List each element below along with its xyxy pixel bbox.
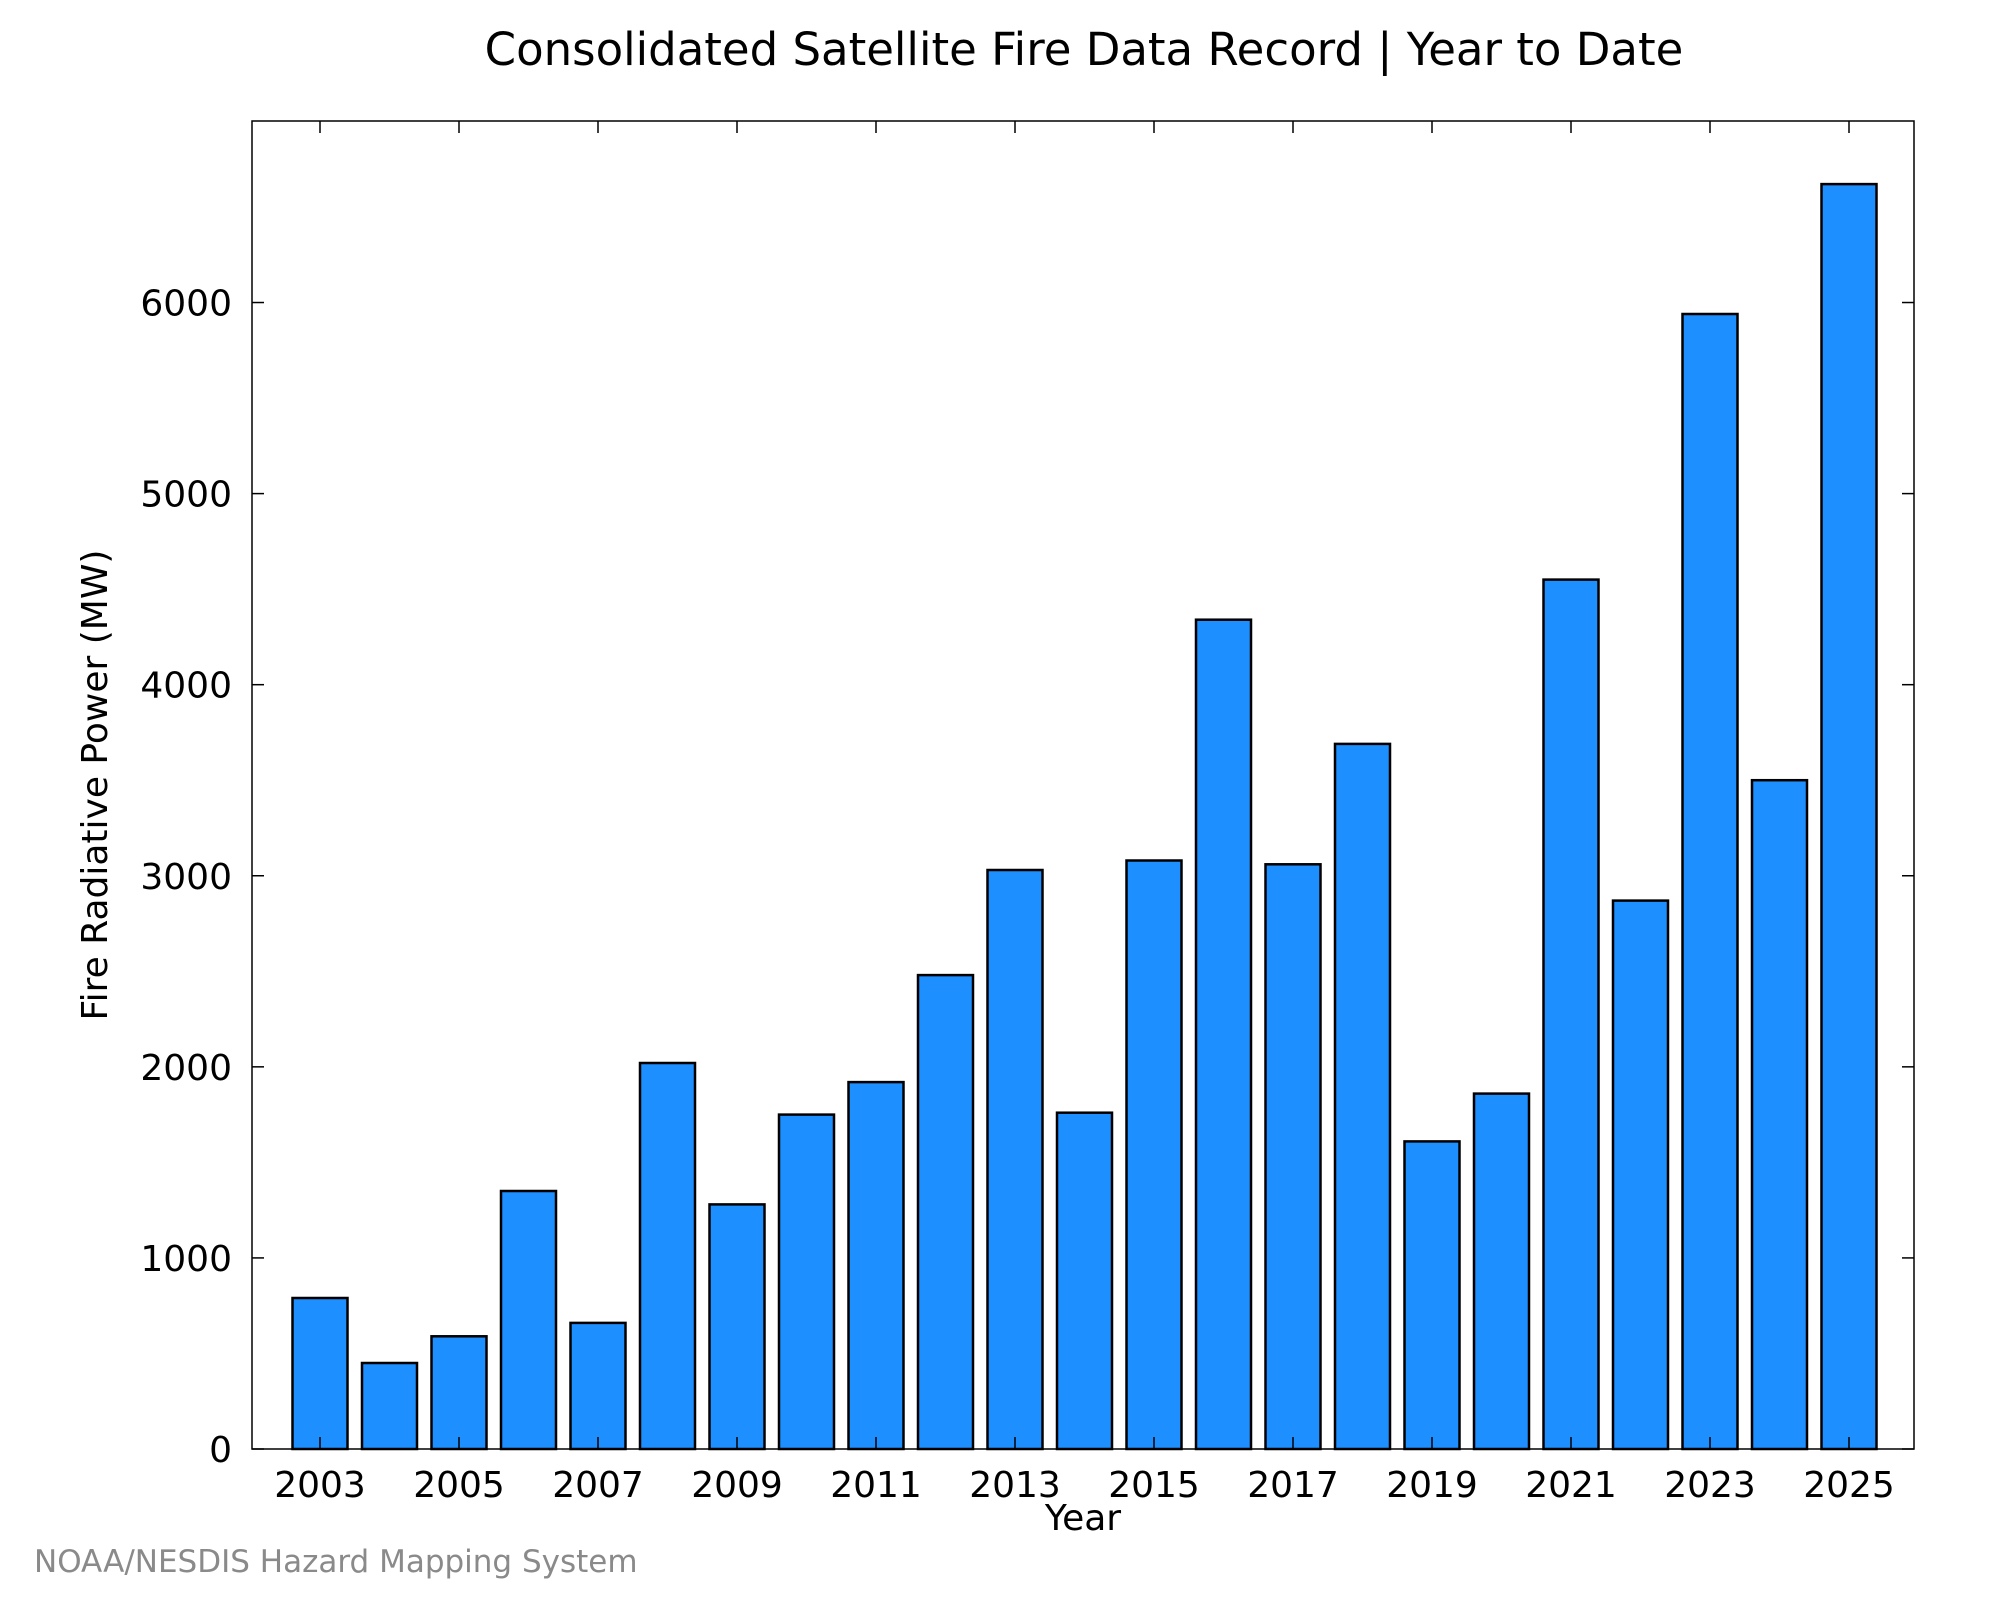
bar-2012 [916, 973, 975, 1451]
bar-2021 [1542, 578, 1600, 1451]
bar-2025 [1820, 182, 1878, 1451]
bar-2011 [847, 1080, 905, 1451]
y-axis-label: Fire Radiative Power (MW) [75, 550, 116, 1021]
y-tick-label: 6000 [140, 284, 232, 325]
x-tick-label: 2023 [1664, 1465, 1756, 1506]
bar-2015 [1125, 859, 1183, 1451]
bar-2007 [569, 1321, 627, 1451]
bar-2003 [291, 1296, 349, 1451]
bar-2024 [1750, 778, 1809, 1451]
plot-frame [251, 120, 1915, 1450]
bar-2018 [1333, 742, 1392, 1451]
x-tick-label: 2021 [1525, 1465, 1617, 1506]
bars-group [291, 182, 1878, 1451]
bar-2023 [1681, 312, 1739, 1451]
bar-2022 [1611, 899, 1670, 1451]
x-tick-label: 2005 [413, 1465, 505, 1506]
y-tick-label: 4000 [140, 666, 232, 707]
x-tick-label: 2013 [969, 1465, 1061, 1506]
x-tick-label: 2025 [1803, 1465, 1895, 1506]
x-axis-label: Year [1044, 1498, 1121, 1539]
bar-2017 [1264, 863, 1322, 1451]
bar-2005 [430, 1335, 488, 1451]
bar-2019 [1403, 1140, 1461, 1451]
bar-2006 [499, 1189, 558, 1451]
x-tick-label: 2003 [274, 1465, 366, 1506]
chart-title: Consolidated Satellite Fire Data Record … [485, 23, 1684, 76]
bar-2014 [1055, 1111, 1114, 1451]
y-tick-label: 0 [209, 1430, 232, 1471]
bar-2004 [360, 1361, 419, 1451]
bar-2020 [1472, 1092, 1531, 1451]
x-tick-label: 2015 [1108, 1465, 1200, 1506]
bar-2013 [986, 868, 1044, 1451]
x-tick-label: 2009 [691, 1465, 783, 1506]
y-tick-label: 1000 [140, 1239, 232, 1280]
y-tick-label: 5000 [140, 475, 232, 516]
ticks-group: 2003 2005 2007 2009 2011 2013 2015 2017 2019 2021… [140, 121, 1914, 1506]
y-tick-label: 3000 [140, 857, 232, 898]
x-tick-label: 2017 [1247, 1465, 1339, 1506]
bar-2008 [638, 1061, 697, 1451]
x-tick-label: 2011 [830, 1465, 922, 1506]
x-tick-label: 2019 [1386, 1465, 1478, 1506]
y-tick-label: 2000 [140, 1048, 232, 1089]
source-credit: NOAA/NESDIS Hazard Mapping System [34, 1544, 638, 1580]
bar-2010 [777, 1113, 836, 1451]
x-tick-label: 2007 [552, 1465, 644, 1506]
bar-2016 [1194, 618, 1253, 1451]
bar-2009 [708, 1203, 766, 1451]
